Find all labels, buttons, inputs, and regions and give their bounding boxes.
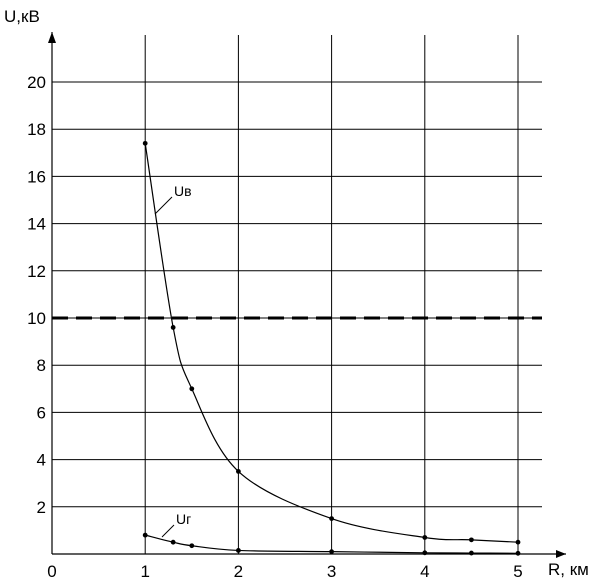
data-point-uv (422, 535, 428, 540)
x-tick-label: 4 (420, 562, 429, 581)
series-line-uv (144, 143, 519, 543)
y-tick-label: 6 (37, 403, 46, 422)
y-tick-label: 2 (37, 498, 46, 517)
data-point-ug (189, 543, 195, 549)
series-label-ug: Uг (176, 511, 191, 527)
label-leader-uv (154, 196, 173, 215)
y-axis-title: U,кВ (4, 7, 40, 26)
x-tick-label: 0 (47, 562, 56, 581)
data-point-uv (142, 140, 148, 146)
label-leader-ug (161, 524, 175, 538)
x-tick-label: 2 (234, 562, 243, 581)
y-tick-label: 14 (27, 215, 46, 234)
data-point-ug (142, 532, 148, 538)
x-axis-arrow (556, 550, 566, 558)
y-tick-label: 10 (27, 309, 46, 328)
y-tick-label: 16 (27, 167, 46, 186)
labels: U,кВ R, км Uв Uг (4, 7, 589, 579)
data-point-uv (329, 516, 334, 521)
series-line-ug (145, 534, 519, 554)
data-point-ug (422, 550, 428, 556)
data-point-ug (515, 550, 521, 556)
y-tick-label: 12 (27, 262, 46, 281)
series-layer (142, 140, 521, 556)
x-axis-title: R, км (548, 560, 589, 579)
data-point-ug (329, 549, 334, 555)
y-tick-label: 4 (37, 451, 46, 470)
series-label-uv: Uв (174, 183, 192, 199)
data-point-uv (236, 469, 241, 474)
data-point-uv (469, 537, 474, 543)
y-tick-label: 20 (27, 73, 46, 92)
x-tick-label: 5 (513, 562, 522, 581)
y-axis-arrow (48, 32, 56, 43)
data-point-ug (170, 539, 176, 545)
data-point-uv (170, 325, 176, 330)
y-tick-label: 18 (27, 120, 46, 139)
grid (52, 35, 542, 554)
data-point-uv (515, 539, 521, 545)
data-point-ug (236, 548, 241, 553)
data-point-ug (469, 550, 474, 556)
data-point-uv (189, 386, 195, 392)
x-tick-label: 1 (140, 562, 149, 581)
x-tick-label: 3 (327, 562, 336, 581)
y-tick-label: 8 (37, 356, 46, 375)
